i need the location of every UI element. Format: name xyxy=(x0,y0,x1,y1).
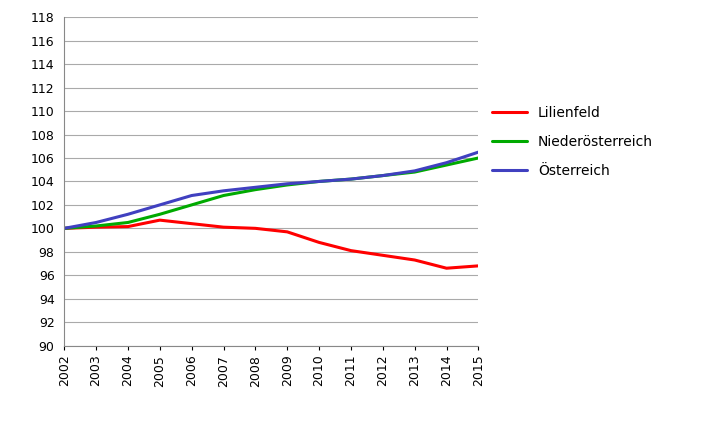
Niederösterreich xyxy=(251,187,260,192)
Niederösterreich xyxy=(92,223,101,229)
Österreich xyxy=(378,173,387,178)
Österreich xyxy=(60,226,69,231)
Lilienfeld xyxy=(124,224,132,229)
Niederösterreich xyxy=(474,156,483,161)
Lilienfeld xyxy=(187,221,196,226)
Lilienfeld xyxy=(156,218,164,223)
Line: Lilienfeld: Lilienfeld xyxy=(64,220,478,268)
Niederösterreich xyxy=(60,226,69,231)
Österreich xyxy=(347,177,356,182)
Niederösterreich xyxy=(442,162,451,168)
Lilienfeld xyxy=(283,229,291,235)
Niederösterreich xyxy=(156,212,164,217)
Österreich xyxy=(219,188,228,194)
Lilienfeld xyxy=(378,253,387,258)
Österreich xyxy=(124,212,132,217)
Legend: Lilienfeld, Niederösterreich, Österreich: Lilienfeld, Niederösterreich, Österreich xyxy=(487,100,658,184)
Lilienfeld xyxy=(411,257,419,263)
Österreich xyxy=(474,149,483,155)
Niederösterreich xyxy=(187,202,196,207)
Österreich xyxy=(187,193,196,198)
Lilienfeld xyxy=(347,248,356,253)
Österreich xyxy=(315,179,323,184)
Lilienfeld xyxy=(442,266,451,271)
Österreich xyxy=(283,181,291,186)
Österreich xyxy=(156,202,164,207)
Lilienfeld xyxy=(474,263,483,268)
Niederösterreich xyxy=(411,169,419,175)
Lilienfeld xyxy=(219,225,228,230)
Niederösterreich xyxy=(124,220,132,225)
Österreich xyxy=(442,160,451,165)
Niederösterreich xyxy=(378,173,387,178)
Line: Österreich: Österreich xyxy=(64,152,478,229)
Line: Niederösterreich: Niederösterreich xyxy=(64,158,478,229)
Niederösterreich xyxy=(283,182,291,187)
Österreich xyxy=(251,185,260,190)
Österreich xyxy=(92,220,101,225)
Niederösterreich xyxy=(347,177,356,182)
Lilienfeld xyxy=(315,240,323,245)
Niederösterreich xyxy=(315,179,323,184)
Lilienfeld xyxy=(251,226,260,231)
Lilienfeld xyxy=(92,225,101,230)
Niederösterreich xyxy=(219,193,228,198)
Lilienfeld xyxy=(60,226,69,231)
Österreich xyxy=(411,168,419,174)
